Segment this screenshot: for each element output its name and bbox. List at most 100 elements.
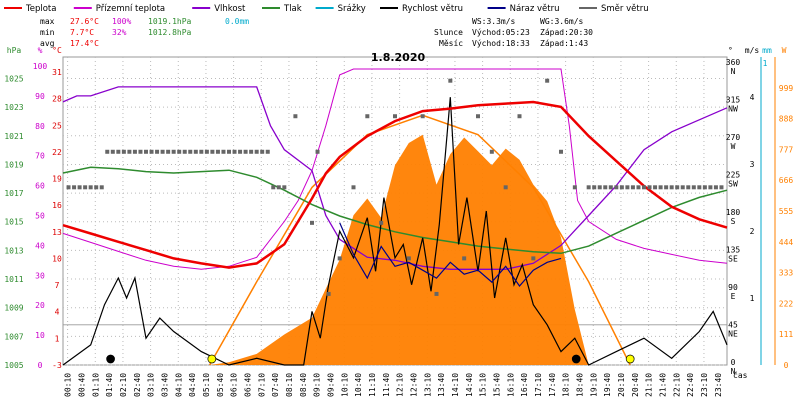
x-tick: 12:40 — [409, 373, 418, 397]
x-tick: 20:10 — [617, 373, 626, 397]
x-tick: 21:40 — [658, 373, 667, 397]
wind-direction-point — [647, 185, 652, 190]
mm-axis-title: mm — [762, 46, 772, 55]
wind-direction-point — [310, 220, 314, 225]
degc-axis-tick: 28 — [52, 95, 62, 104]
wind-direction-point — [204, 149, 209, 154]
x-tick: 06:10 — [230, 373, 239, 397]
wind-direction-point — [572, 185, 577, 190]
deg-tick: 0 — [731, 358, 736, 367]
hpa-axis-tick: 1011 — [4, 275, 23, 284]
x-tick: 11:40 — [382, 373, 391, 397]
wind-direction-point — [210, 149, 215, 154]
wind-direction-point — [420, 114, 425, 119]
x-tick: 03:10 — [147, 373, 156, 397]
wind-direction-point — [630, 185, 635, 190]
stat-min-hum: 32% — [112, 28, 127, 37]
wm2-tick: 555 — [779, 207, 794, 216]
x-tick: 08:10 — [285, 373, 294, 397]
sun-moon-block: WS:3.3m/s WG:3.6m/s Slunce Východ:05:23 … — [434, 17, 593, 48]
wind-direction-point — [144, 149, 148, 154]
legend-item: Srážky — [315, 4, 366, 14]
hpa-axis-tick: 1021 — [4, 132, 23, 141]
x-tick: 21:10 — [645, 373, 654, 397]
stat-max-label: max — [40, 17, 55, 26]
x-tick: 02:10 — [119, 373, 128, 397]
x-tick: 14:40 — [465, 373, 474, 397]
deg-dir-tick: E — [731, 292, 736, 301]
x-tick: 19:40 — [603, 373, 612, 397]
stat-avg-label: avg — [40, 39, 55, 48]
deg-dir-tick: NW — [728, 105, 738, 114]
pct-axis-tick: 100 — [33, 62, 48, 71]
legend-label: Srážky — [338, 4, 366, 14]
x-tick: 04:10 — [174, 373, 183, 397]
wind-direction-point — [614, 185, 619, 190]
wind-direction-point — [545, 78, 550, 83]
stat-max-temp: 27.6°C — [70, 17, 99, 26]
wind-direction-point — [351, 185, 356, 190]
x-tick: 10:40 — [354, 373, 363, 397]
hpa-axis-tick: 1017 — [4, 189, 23, 198]
wind-direction-point — [664, 185, 669, 190]
wind-direction-point — [691, 185, 696, 190]
wind-direction-point — [99, 185, 104, 190]
solar-area — [63, 134, 727, 365]
moonset-text: Západ:1:43 — [540, 39, 588, 48]
wind-direction-point — [448, 78, 453, 83]
wind-direction-point — [293, 114, 298, 119]
stat-max-hum: 100% — [112, 17, 131, 26]
deg-tick: 90 — [728, 283, 738, 292]
x-tick: 10:10 — [340, 373, 349, 397]
wind-direction-point — [489, 149, 494, 154]
x-tick: 18:10 — [562, 373, 571, 397]
stat-min-label: min — [40, 28, 55, 37]
stat-max-rain: 0.0mm — [225, 17, 249, 26]
series-vlhkost — [62, 86, 728, 270]
sun-label: Slunce — [434, 28, 463, 37]
wm2-tick: 888 — [779, 115, 794, 124]
wind-direction-point — [393, 114, 397, 119]
wind-direction-point — [619, 185, 624, 190]
wind-direction-point — [462, 256, 467, 261]
x-tick: 19:10 — [589, 373, 598, 397]
x-tick: 07:40 — [271, 373, 280, 397]
wind-direction-point — [88, 185, 93, 190]
wind-direction-point — [132, 149, 137, 154]
x-tick: 05:40 — [216, 373, 225, 397]
legend-label: Tlak — [283, 4, 302, 14]
deg-tick: 135 — [726, 246, 741, 255]
legend-label: Náraz větru — [510, 4, 560, 14]
x-tick: 01:10 — [91, 373, 100, 397]
pct-axis-tick: 90 — [35, 92, 45, 101]
x-tick: 03:40 — [160, 373, 169, 397]
wind-direction-point — [160, 149, 165, 154]
pct-axis-tick: 50 — [35, 211, 45, 220]
wind-speed-max: WS:3.3m/s — [472, 17, 516, 26]
x-tick: 01:40 — [105, 373, 114, 397]
wind-direction-point — [653, 185, 658, 190]
wind-direction-point — [193, 149, 198, 154]
ms-tick: 3 — [750, 160, 755, 169]
x-tick: 15:40 — [492, 373, 501, 397]
wind-direction-point — [260, 149, 265, 154]
series-solar-area — [63, 134, 727, 365]
wind-direction-point — [597, 185, 602, 190]
wind-direction-point — [238, 149, 243, 154]
x-tick: 04:40 — [188, 373, 197, 397]
deg-tick: 315 — [726, 96, 741, 105]
wind-direction-point — [686, 185, 691, 190]
sunrise-text: Východ:05:23 — [472, 28, 530, 37]
deg-dir-tick: NE — [728, 330, 738, 339]
deg-dir-tick: SW — [728, 180, 738, 189]
sunset-text: Západ:20:30 — [540, 28, 593, 37]
wind-direction-point — [232, 149, 237, 154]
deg-tick: 45 — [728, 321, 738, 330]
deg-dir-tick: N — [731, 367, 736, 376]
wm2-tick: 222 — [779, 299, 794, 308]
x-tick: 22:40 — [686, 373, 695, 397]
deg-tick: 270 — [726, 133, 741, 142]
marker-slunce-západ — [625, 354, 635, 364]
wind-direction-point — [127, 149, 132, 154]
degc-axis-tick: 19 — [52, 175, 62, 184]
